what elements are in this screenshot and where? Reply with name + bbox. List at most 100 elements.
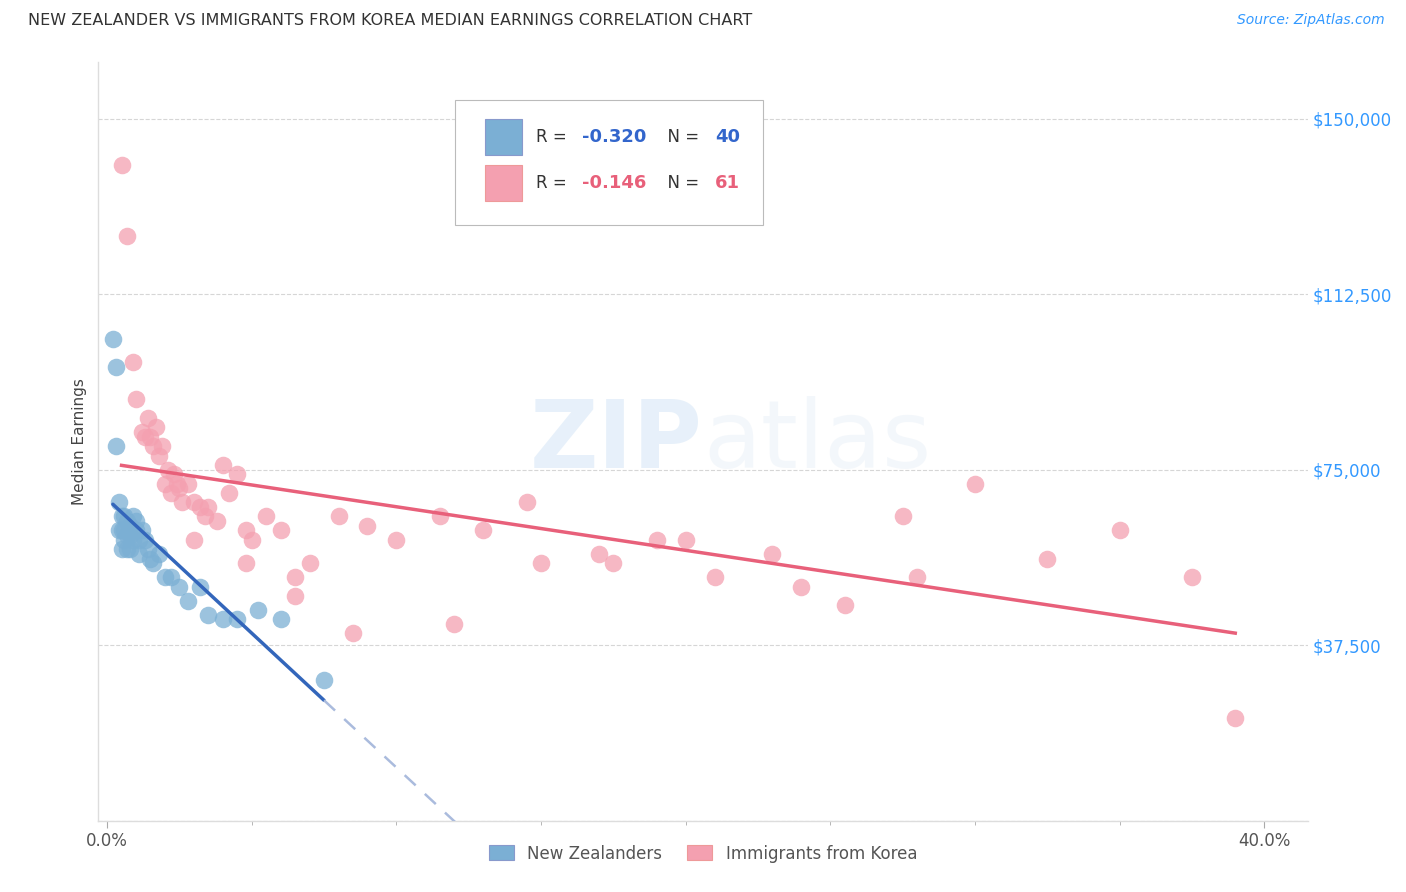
- Point: [120, 542, 142, 557]
- Text: N =: N =: [657, 174, 704, 192]
- Point: [159, 486, 181, 500]
- Point: [139, 551, 162, 566]
- Point: [472, 524, 495, 538]
- Point: [240, 533, 263, 547]
- Point: [298, 556, 321, 570]
- Point: [246, 603, 269, 617]
- Point: [159, 570, 181, 584]
- Point: [131, 425, 153, 440]
- Point: [183, 533, 205, 547]
- Point: [139, 430, 162, 444]
- Point: [790, 580, 813, 594]
- Point: [328, 509, 350, 524]
- Point: [235, 524, 257, 538]
- Point: [284, 570, 307, 584]
- Point: [117, 228, 139, 243]
- Point: [134, 533, 156, 547]
- Point: [120, 518, 142, 533]
- Point: [117, 528, 139, 542]
- Text: ZIP: ZIP: [530, 395, 703, 488]
- Text: atlas: atlas: [703, 395, 931, 488]
- Point: [194, 509, 217, 524]
- Point: [429, 509, 451, 524]
- Point: [356, 518, 378, 533]
- Point: [104, 439, 127, 453]
- Point: [226, 467, 249, 482]
- Point: [166, 476, 188, 491]
- Point: [443, 617, 465, 632]
- Point: [110, 509, 132, 524]
- Point: [114, 533, 136, 547]
- Point: [177, 476, 200, 491]
- Point: [125, 392, 148, 407]
- Point: [211, 458, 233, 472]
- Point: [211, 612, 233, 626]
- Y-axis label: Median Earnings: Median Earnings: [72, 378, 87, 505]
- Point: [905, 570, 928, 584]
- Point: [122, 355, 145, 369]
- Point: [153, 476, 176, 491]
- Point: [602, 556, 624, 570]
- Point: [162, 467, 184, 482]
- Text: 61: 61: [716, 174, 740, 192]
- Text: -0.320: -0.320: [582, 128, 647, 146]
- Point: [254, 509, 277, 524]
- Point: [128, 533, 150, 547]
- Point: [675, 533, 697, 547]
- Legend: New Zealanders, Immigrants from Korea: New Zealanders, Immigrants from Korea: [482, 838, 924, 869]
- Point: [142, 439, 165, 453]
- Point: [150, 439, 173, 453]
- Point: [1036, 551, 1059, 566]
- Point: [125, 514, 148, 528]
- Point: [218, 486, 240, 500]
- Text: N =: N =: [657, 128, 704, 146]
- Point: [142, 556, 165, 570]
- Point: [703, 570, 725, 584]
- Point: [197, 500, 219, 514]
- Point: [342, 626, 364, 640]
- Point: [270, 612, 292, 626]
- Point: [1108, 524, 1130, 538]
- Point: [104, 359, 127, 374]
- Text: R =: R =: [536, 174, 572, 192]
- Point: [963, 476, 986, 491]
- Point: [645, 533, 668, 547]
- Point: [136, 411, 159, 425]
- Point: [114, 524, 136, 538]
- Point: [385, 533, 408, 547]
- Point: [530, 556, 553, 570]
- Point: [107, 495, 129, 509]
- Point: [156, 462, 179, 476]
- Point: [128, 547, 150, 561]
- FancyBboxPatch shape: [456, 101, 763, 226]
- Point: [145, 420, 167, 434]
- Point: [1225, 711, 1247, 725]
- Point: [153, 570, 176, 584]
- Point: [117, 514, 139, 528]
- Point: [177, 593, 200, 607]
- Point: [117, 542, 139, 557]
- Point: [110, 158, 132, 172]
- Point: [172, 495, 194, 509]
- Point: [114, 509, 136, 524]
- Point: [588, 547, 610, 561]
- Point: [122, 533, 145, 547]
- Point: [110, 524, 132, 538]
- Point: [312, 673, 335, 688]
- Text: Source: ZipAtlas.com: Source: ZipAtlas.com: [1237, 13, 1385, 28]
- Point: [136, 542, 159, 557]
- Point: [1181, 570, 1204, 584]
- Point: [120, 528, 142, 542]
- Point: [148, 449, 170, 463]
- Point: [226, 612, 249, 626]
- Point: [284, 589, 307, 603]
- Point: [270, 524, 292, 538]
- Point: [891, 509, 914, 524]
- Point: [205, 514, 228, 528]
- Point: [188, 580, 211, 594]
- Point: [125, 524, 148, 538]
- Text: -0.146: -0.146: [582, 174, 647, 192]
- Point: [183, 495, 205, 509]
- Point: [235, 556, 257, 570]
- Text: 40: 40: [716, 128, 740, 146]
